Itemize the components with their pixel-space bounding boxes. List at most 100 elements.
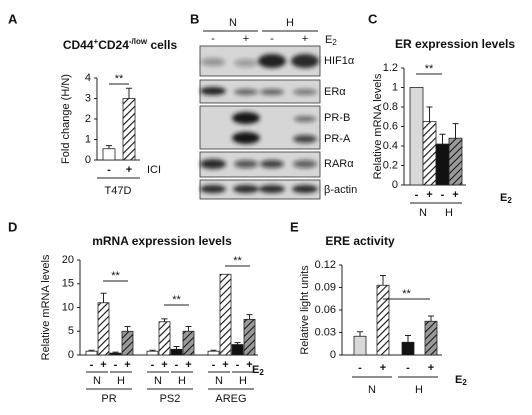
x-tick-label: - [175,359,179,371]
y-tick-label: 0.09 [315,281,336,293]
x-tick-label: - [212,359,216,371]
x-tick-label: + [126,164,132,176]
x-axis-label: E2 [252,364,264,377]
error-bar [380,275,386,286]
bar [422,121,437,186]
x-tick-label: + [246,359,252,371]
panel-letter: E [290,219,299,234]
x-tick-label: - [406,362,410,374]
panel-letter: A [8,11,18,26]
x-axis-label: E2 [455,374,467,387]
x-tick-label: + [161,359,167,371]
group-label: H [239,375,247,387]
y-axis-label: Fold change (H/N) [60,74,72,164]
y-tick-label: 0.03 [315,326,336,338]
panel-letter: B [190,11,199,26]
y-tick-label: 0.8 [383,101,398,113]
error-bar [426,106,433,122]
treatment-label: - [270,33,274,45]
significance-label: ** [402,288,411,300]
y-axis-label: Relative mRNA levels [372,73,384,179]
band-label: RARα [324,158,354,170]
blot-panel: B N H - + - + E2 HIF1α ERα PR-B PR-A RAR… [190,11,357,200]
blot-bands [200,54,319,193]
label-sub: 2 [507,196,512,205]
group-label: N [229,17,237,29]
error-bar [173,345,180,350]
label-base: E [455,374,462,386]
bar-chart: C ER expression levels Relative mRNA level… [368,11,515,218]
bar [85,350,98,356]
significance-label: ** [233,255,242,267]
x-tick-label: + [380,362,386,374]
error-bar [149,349,156,352]
error-bar [100,292,107,303]
y-tick-label: 0.4 [383,140,398,152]
band-label: β-actin [324,184,357,196]
band-label: ERα [324,86,346,98]
label-sub: 2 [259,368,264,377]
error-bar [210,349,217,352]
bar [353,335,367,356]
treatment-label: + [302,33,308,45]
band-label: HIF1α [324,55,355,67]
bar [109,352,122,356]
treatment-label: - [211,33,215,45]
significance-label: ** [115,73,124,85]
error-bar [161,318,168,322]
band-label: PR-A [324,133,351,145]
error-bar [452,123,459,139]
y-tick-label: 5 [68,325,74,337]
x-tick-label: - [415,189,419,201]
x-tick-label: + [452,189,458,201]
supergroup-label: PS2 [160,393,181,405]
supergroup-label: PR [101,393,116,405]
x-tick-label: - [236,359,240,371]
group-label: T47D [105,185,132,197]
supergroup-label: AREG [215,393,246,405]
significance-label: ** [172,294,181,306]
label-base: E [325,34,332,46]
x-tick-label: - [114,359,118,371]
error-bar [246,314,253,320]
y-tick-label: 3 [85,92,91,104]
y-tick-label: 1 [392,81,398,93]
x-tick-label: - [358,362,362,374]
group-label: H [286,17,294,29]
panel-letter: C [368,11,378,26]
bar [231,344,244,356]
error-bar [439,133,446,145]
y-tick-label: 0.12 [315,259,336,271]
y-tick-label: 2 [85,113,91,125]
label-base: E [252,364,259,376]
error-bar [124,326,131,332]
band-label: PR-B [324,112,350,124]
bar [170,348,183,356]
y-tick-label: 0.06 [315,304,336,316]
bar [448,137,463,186]
y-tick-label: 0 [392,179,398,191]
group-label: H [117,375,125,387]
y-tick-label: 4 [85,72,91,84]
x-tick-label: + [100,359,106,371]
x-tick-label: - [151,359,155,371]
x-tick-label: - [441,189,445,201]
y-tick-label: 1.2 [383,62,398,74]
y-axis-label: Relative light units [299,265,311,355]
chart-title: CD44+CD24-/low cells [63,37,178,52]
x-tick-label: + [426,189,432,201]
label-sub: 2 [462,378,467,387]
bar [207,350,220,356]
group-label: H [445,207,453,219]
y-axis-label: Relative mRNA levels [40,254,52,360]
bar [243,318,256,356]
x-tick-label: - [107,164,111,176]
error-bar [357,331,363,337]
y-tick-label: 0 [85,154,91,166]
treatment-name: E2 [325,34,337,47]
group-label: N [154,375,162,387]
y-tick-label: 20 [62,254,74,266]
error-bar [88,349,95,352]
